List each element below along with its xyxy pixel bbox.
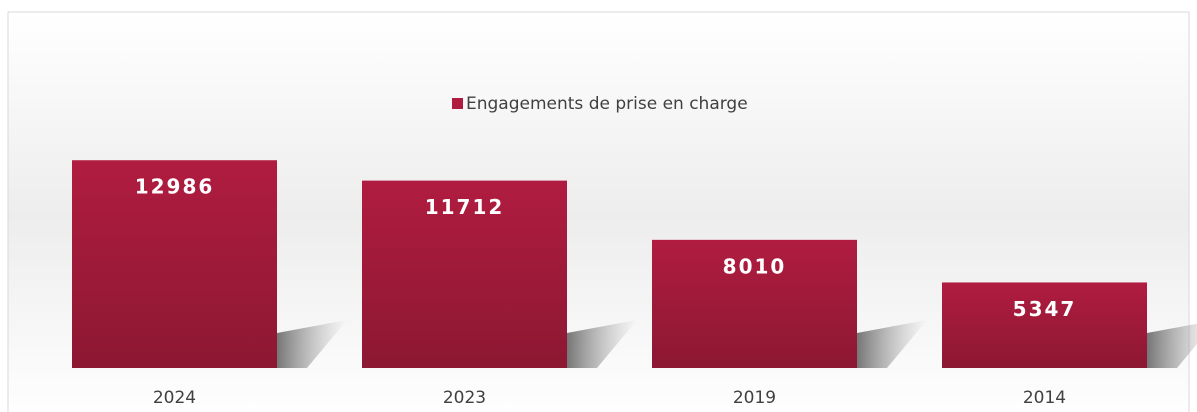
bar-shadow	[1147, 323, 1197, 368]
data-label: 5347	[1013, 297, 1077, 321]
data-label: 11712	[425, 195, 505, 219]
data-label: 12986	[135, 175, 215, 199]
bar	[652, 239, 857, 368]
bar	[362, 180, 567, 368]
bar-shadow	[567, 320, 637, 368]
x-tick-label: 2024	[153, 388, 196, 408]
data-label: 8010	[723, 254, 787, 278]
x-tick-label: 2019	[733, 388, 776, 408]
bar-shadow	[277, 320, 347, 368]
bar-shadow	[857, 320, 927, 368]
bar	[942, 282, 1147, 368]
legend-marker	[452, 98, 463, 109]
x-tick-label: 2014	[1023, 388, 1066, 408]
x-tick-label: 2023	[443, 388, 486, 408]
legend-label: Engagements de prise en charge	[466, 94, 748, 114]
bar	[72, 160, 277, 368]
